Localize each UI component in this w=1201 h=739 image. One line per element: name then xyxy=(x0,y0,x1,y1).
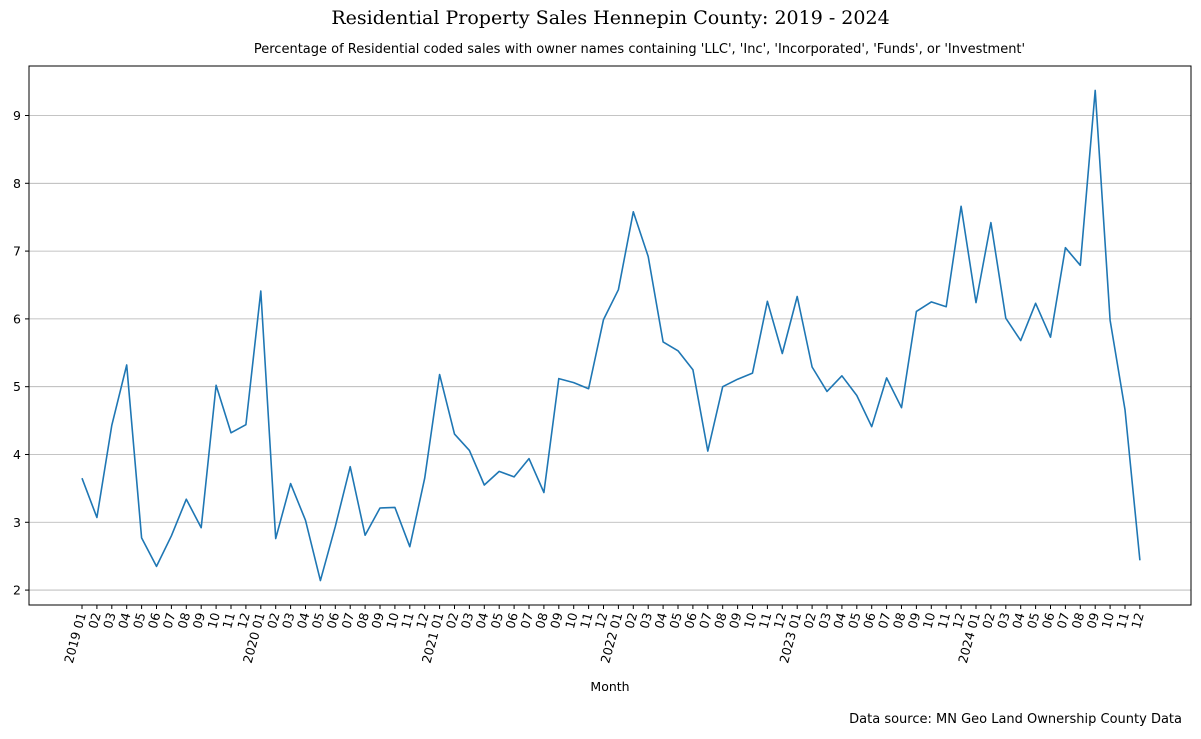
x-tick-label: 04 xyxy=(830,611,849,630)
x-tick-label: 12 xyxy=(1128,611,1147,630)
y-tick-label: 2 xyxy=(13,583,21,598)
y-tick-label: 3 xyxy=(13,515,21,530)
x-tick-label: 09 xyxy=(1083,611,1102,630)
x-tick-label: 09 xyxy=(547,611,566,630)
x-tick-label: 2019 01 xyxy=(61,611,89,665)
x-tick-label: 06 xyxy=(502,611,521,630)
x-tick-label: 12 xyxy=(771,611,790,630)
x-tick-label: 03 xyxy=(279,611,298,630)
x-tick-label: 12 xyxy=(949,611,968,630)
x-tick-label: 04 xyxy=(115,611,134,630)
x-tick-label: 02 xyxy=(622,611,641,630)
x-tick-label: 08 xyxy=(532,611,551,630)
x-tick-label: 07 xyxy=(696,611,715,630)
x-tick-label: 04 xyxy=(294,611,313,630)
x-tick-label: 08 xyxy=(1069,611,1088,630)
y-tick-label: 6 xyxy=(13,311,21,326)
series-line xyxy=(81,89,1141,582)
x-tick-label: 10 xyxy=(741,611,760,630)
x-tick-label: 04 xyxy=(1009,611,1028,630)
x-tick-label: 10 xyxy=(920,611,939,630)
y-axis: 2 3 4 5 6 7 8 9 xyxy=(13,108,29,598)
x-tick-label: 11 xyxy=(398,611,417,630)
chart-subtitle: Percentage of Residential coded sales wi… xyxy=(253,42,1026,57)
x-tick-label: 08 xyxy=(890,611,909,630)
x-tick-label: 03 xyxy=(636,611,655,630)
x-tick-label: 11 xyxy=(934,611,953,630)
x-tick-label: 02 xyxy=(800,611,819,630)
x-tick-label: 06 xyxy=(681,611,700,630)
x-tick-label: 12 xyxy=(234,611,253,630)
x-tick-label: 11 xyxy=(756,611,775,630)
x-tick-label: 04 xyxy=(651,611,670,630)
x-tick-label: 11 xyxy=(219,611,238,630)
x-tick-label: 04 xyxy=(473,611,492,630)
x-tick-label: 12 xyxy=(413,611,432,630)
x-tick-label: 05 xyxy=(130,611,149,630)
x-tick-label: 11 xyxy=(577,611,596,630)
x-tick-label: 08 xyxy=(711,611,730,630)
x-tick-label: 05 xyxy=(845,611,864,630)
y-tick-label: 4 xyxy=(13,447,21,462)
x-tick-label: 03 xyxy=(815,611,834,630)
x-tick-label: 06 xyxy=(860,611,879,630)
y-tick-label: 8 xyxy=(13,176,21,191)
x-tick-label: 10 xyxy=(204,611,223,630)
plot-series xyxy=(81,89,1141,582)
x-tick-label: 10 xyxy=(562,611,581,630)
x-tick-label: 05 xyxy=(309,611,328,630)
y-tick-label: 7 xyxy=(13,244,21,259)
x-tick-label: 06 xyxy=(145,611,164,630)
x-tick-label: 06 xyxy=(324,611,343,630)
x-tick-label: 02 xyxy=(979,611,998,630)
x-tick-label: 09 xyxy=(189,611,208,630)
x-tick-label: 02 xyxy=(264,611,283,630)
x-tick-label: 07 xyxy=(517,611,536,630)
y-tick-label: 9 xyxy=(13,108,21,123)
x-axis-label: Month xyxy=(590,679,629,694)
x-tick-label: 05 xyxy=(1024,611,1043,630)
chart-title: Residential Property Sales Hennepin Coun… xyxy=(331,7,890,29)
x-tick-label: 09 xyxy=(368,611,387,630)
x-tick-label: 09 xyxy=(905,611,924,630)
x-tick-label: 10 xyxy=(1098,611,1117,630)
x-tick-label: 07 xyxy=(338,611,357,630)
x-tick-label: 08 xyxy=(175,611,194,630)
x-tick-label: 09 xyxy=(726,611,745,630)
x-tick-label: 05 xyxy=(666,611,685,630)
x-tick-label: 07 xyxy=(875,611,894,630)
gridlines xyxy=(29,115,1191,591)
x-tick-label: 03 xyxy=(458,611,477,630)
x-tick-label: 06 xyxy=(1039,611,1058,630)
x-tick-label: 10 xyxy=(383,611,402,630)
x-tick-label: 12 xyxy=(592,611,611,630)
plot-frame xyxy=(28,65,1192,606)
x-tick-label: 05 xyxy=(487,611,506,630)
x-tick-label: 03 xyxy=(994,611,1013,630)
y-tick-label: 5 xyxy=(13,379,21,394)
data-source-note: Data source: MN Geo Land Ownership Count… xyxy=(849,712,1182,727)
x-tick-label: 02 xyxy=(85,611,104,630)
x-tick-label: 11 xyxy=(1113,611,1132,630)
x-tick-label: 02 xyxy=(443,611,462,630)
x-tick-label: 08 xyxy=(353,611,372,630)
x-tick-label: 07 xyxy=(160,611,179,630)
x-tick-label: 07 xyxy=(1054,611,1073,630)
x-tick-label: 03 xyxy=(100,611,119,630)
